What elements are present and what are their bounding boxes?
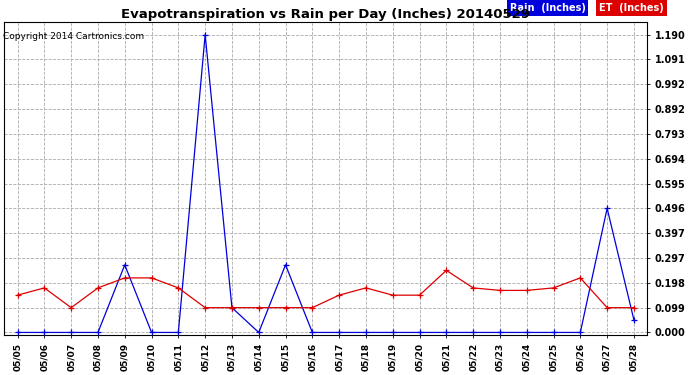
- Text: ET  (Inches): ET (Inches): [599, 3, 664, 13]
- Title: Evapotranspiration vs Rain per Day (Inches) 20140529: Evapotranspiration vs Rain per Day (Inch…: [121, 8, 530, 21]
- Text: Copyright 2014 Cartronics.com: Copyright 2014 Cartronics.com: [3, 32, 145, 41]
- Text: Rain  (Inches): Rain (Inches): [510, 3, 586, 13]
